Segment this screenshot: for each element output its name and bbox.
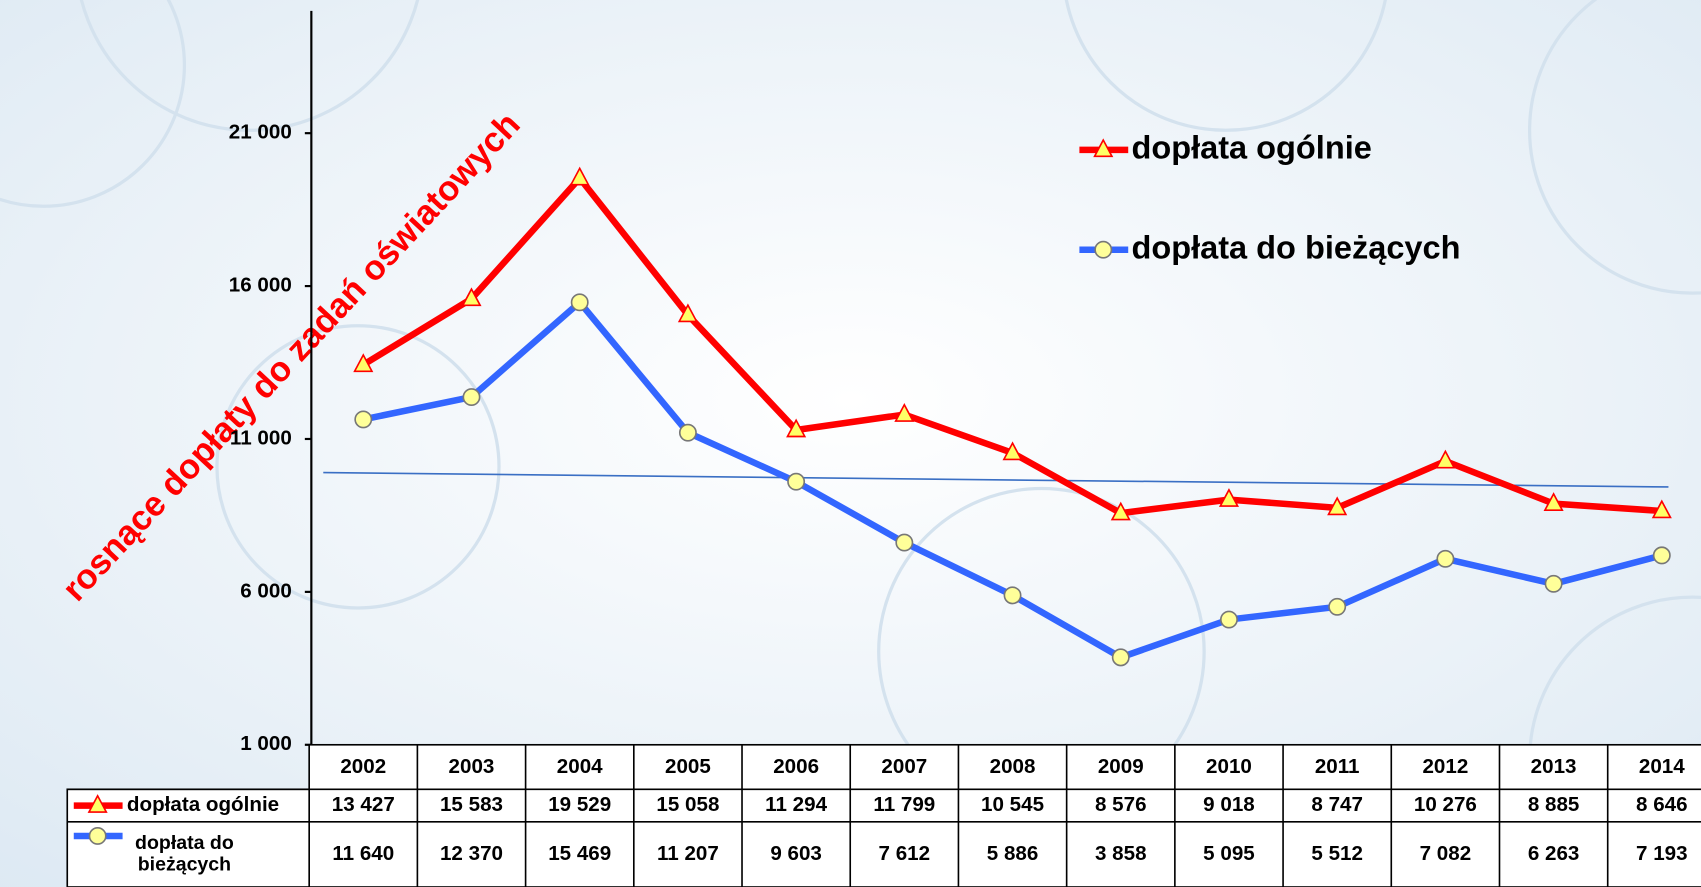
marker [895,533,914,552]
x-tick-label: 2006 [773,755,819,778]
legend-label: dopłata ogólnie [1131,129,1371,165]
table-bg [308,743,1701,887]
y-tick-label: 11 000 [230,426,292,449]
marker [1003,586,1022,605]
marker [677,303,698,323]
table-value: 15 058 [656,793,719,816]
marker [353,353,374,373]
table-value: 11 640 [332,842,394,865]
table-value: 11 799 [873,793,935,816]
x-tick-label: 2012 [1422,755,1468,778]
marker [570,293,589,312]
marker [894,403,915,422]
x-tick-label: 2007 [881,755,927,778]
table-value: 15 469 [548,842,611,865]
table-value: 11 207 [657,842,719,865]
y-tick-label: 6 000 [240,579,292,602]
table-value: 8 576 [1095,793,1147,816]
marker [1110,501,1131,521]
marker [1651,499,1672,519]
table-value: 15 583 [440,793,503,816]
x-tick-label: 2004 [557,755,603,778]
legend-label: dopłata do bieżących [1131,229,1460,265]
y-tick-label: 21 000 [229,121,292,144]
data-table: 2002 2003 2004 2005 2006 2007 2008 2009 2010 2011… [66,743,1701,887]
marker [1328,597,1347,616]
table-row-label: dopłata ogólnie [127,793,279,816]
table-value: 8 747 [1311,793,1363,816]
marker [462,388,481,407]
marker [1543,492,1564,511]
x-tick-label: 2010 [1206,755,1252,778]
marker [1093,138,1114,158]
table-value: 19 529 [548,793,611,816]
marker [1220,610,1238,629]
table-value: 7 193 [1636,842,1688,865]
table-value: 13 427 [332,793,395,816]
table-value: 8 885 [1528,793,1580,816]
marker [88,827,107,845]
series [354,293,1671,667]
table-value: 7 612 [879,842,931,865]
marker [1002,441,1023,461]
x-tick-label: 2008 [990,755,1036,778]
y-tick-label: 1 000 [240,732,292,755]
marker [1435,449,1456,469]
table-value: 3 858 [1095,842,1147,865]
marker [1544,574,1563,593]
x-tick-label: 2014 [1639,755,1685,778]
marker [1652,546,1671,565]
marker [787,472,806,491]
table-value: 10 545 [981,793,1044,816]
x-tick-label: 2011 [1315,755,1360,778]
marker [786,418,807,438]
series [353,166,1672,521]
table-value: 5 886 [987,842,1039,865]
marker [1111,648,1130,667]
table-value: 9 018 [1203,793,1255,816]
table-value: 10 276 [1414,793,1477,816]
table-value: 5 095 [1203,842,1255,865]
marker [1327,496,1348,516]
x-tick-label: 2005 [665,755,711,778]
marker [1094,240,1113,259]
x-tick-label: 2009 [1098,755,1144,778]
marker [354,410,373,429]
marker [569,166,590,186]
marker [87,794,108,813]
marker [678,423,697,442]
marker [1436,549,1455,568]
x-tick-label: 2013 [1531,755,1577,778]
y-tick-label: 16 000 [229,274,292,297]
table-value: 11 294 [765,793,827,816]
table-row-label: dopłata do bieżących [135,831,234,876]
table-value: 6 263 [1528,842,1580,865]
table-value: 5 512 [1311,842,1363,865]
marker [461,287,482,307]
x-tick-label: 2002 [340,755,386,778]
trend-line [323,471,1669,488]
table-value: 8 646 [1636,793,1688,816]
x-tick-label: 2003 [449,755,495,778]
marker [1218,488,1240,507]
table-value: 7 082 [1420,842,1472,865]
table-value: 12 370 [440,842,503,865]
table-row-label-box: dopłata do bieżących [135,831,234,876]
table-value: 9 603 [770,842,822,865]
